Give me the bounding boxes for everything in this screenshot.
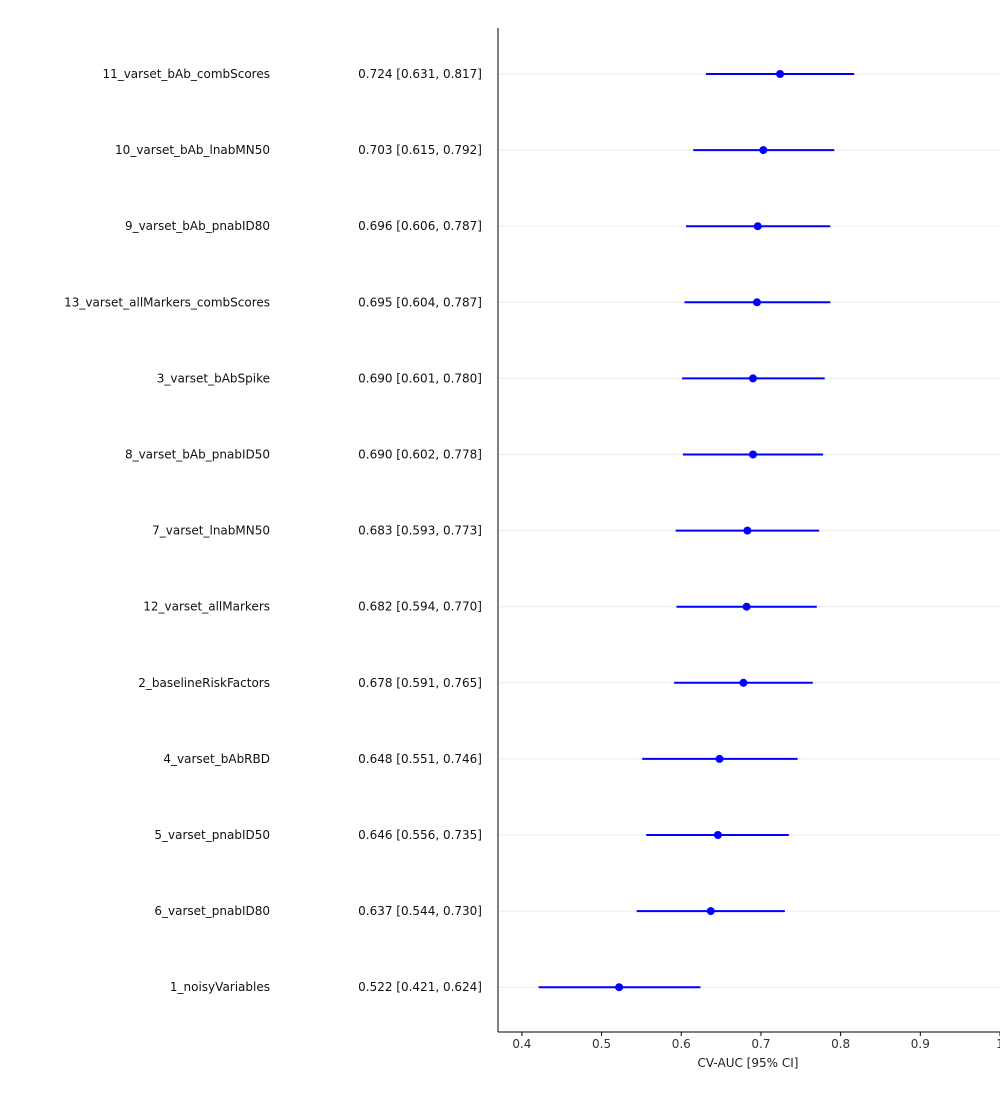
model-label: 2_baselineRiskFactors: [138, 676, 270, 690]
ci-label: 0.648 [0.551, 0.746]: [358, 752, 482, 766]
auc-point: [759, 146, 768, 155]
model-label: 9_varset_bAb_pnabID80: [125, 219, 270, 233]
auc-point: [706, 907, 715, 916]
ci-label: 0.522 [0.421, 0.624]: [358, 980, 482, 994]
x-tick-label: 0.9: [911, 1037, 930, 1051]
model-labels: 11_varset_bAb_combScores 10_varset_bAb_ln…: [64, 67, 270, 994]
model-label: 5_varset_pnabID50: [154, 828, 270, 842]
auc-point: [713, 831, 722, 839]
axes: [497, 28, 1000, 1033]
model-label: 3_varset_bAbSpike: [157, 371, 270, 385]
model-label: 12_varset_allMarkers: [143, 600, 270, 614]
auc-point: [739, 678, 748, 687]
ci-label: 0.703 [0.615, 0.792]: [358, 143, 482, 157]
auc-point: [615, 983, 624, 992]
auc-points: [615, 70, 785, 992]
auc-point: [743, 526, 752, 535]
model-label: 11_varset_bAb_combScores: [102, 67, 270, 81]
x-tick-label: 0.6: [672, 1037, 691, 1051]
auc-point: [748, 450, 757, 459]
ci-label: 0.646 [0.556, 0.735]: [358, 828, 482, 842]
auc-point: [776, 70, 785, 78]
model-label: 1_noisyVariables: [170, 980, 270, 994]
auc-point: [715, 754, 724, 763]
auc-ci-labels: 0.724 [0.631, 0.817] 0.703 [0.615, 0.792]…: [358, 67, 482, 994]
model-label: 8_varset_bAb_pnabID50: [125, 448, 270, 462]
x-axis-ticks: 0.4 0.5 0.6 0.7 0.8 0.9 1: [512, 1032, 1000, 1051]
x-tick-label: 0.8: [831, 1037, 850, 1051]
model-label: 6_varset_pnabID80: [154, 904, 270, 918]
ci-label: 0.637 [0.544, 0.730]: [358, 904, 482, 918]
x-tick-label: 0.7: [751, 1037, 770, 1051]
x-axis-title: CV-AUC [95% CI]: [698, 1056, 799, 1070]
model-label: 10_varset_bAb_lnabMN50: [115, 143, 270, 157]
ci-label: 0.690 [0.602, 0.778]: [358, 448, 482, 462]
x-tick-label: 1: [996, 1037, 1000, 1051]
model-label: 13_varset_allMarkers_combScores: [64, 295, 270, 309]
model-label: 7_varset_lnabMN50: [152, 524, 270, 538]
auc-point: [748, 374, 757, 383]
x-tick-label: 0.5: [592, 1037, 611, 1051]
x-tick-label: 0.4: [512, 1037, 531, 1051]
model-label: 4_varset_bAbRBD: [163, 752, 270, 766]
ci-label: 0.695 [0.604, 0.787]: [358, 295, 482, 309]
auc-point: [753, 222, 762, 231]
ci-label: 0.678 [0.591, 0.765]: [358, 676, 482, 690]
auc-point: [752, 298, 761, 307]
ci-label: 0.683 [0.593, 0.773]: [358, 524, 482, 538]
ci-label: 0.682 [0.594, 0.770]: [358, 600, 482, 614]
ci-label: 0.724 [0.631, 0.817]: [358, 67, 482, 81]
ci-label: 0.690 [0.601, 0.780]: [358, 371, 482, 385]
ci-label: 0.696 [0.606, 0.787]: [358, 219, 482, 233]
auc-point: [742, 602, 751, 611]
